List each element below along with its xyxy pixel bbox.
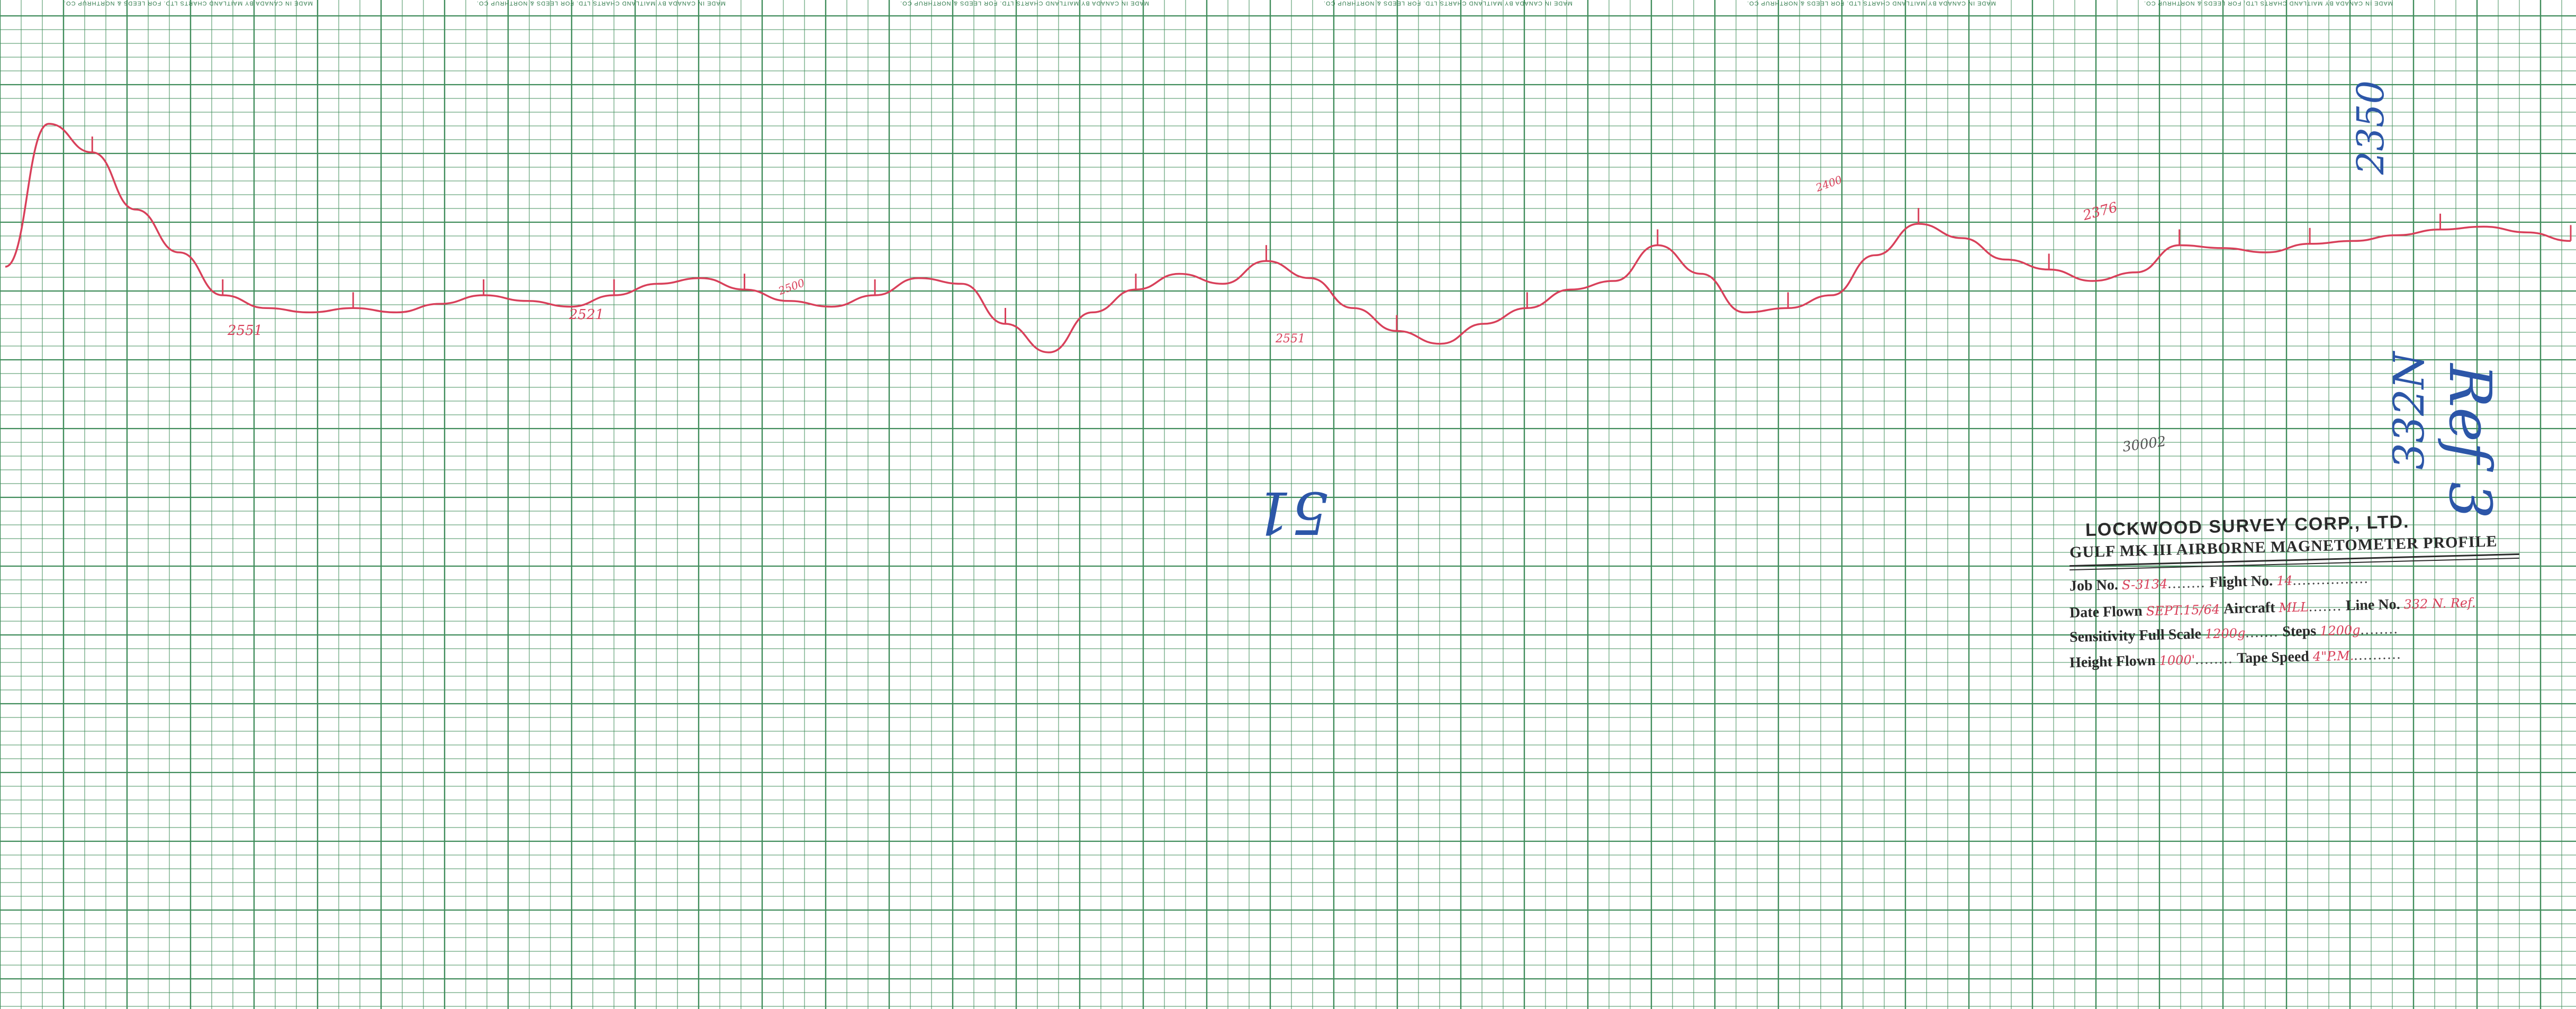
line-label: Line No. [2345, 596, 2400, 614]
height-label: Height Flown [2069, 652, 2156, 671]
line-value: 332 N. Ref. [2403, 595, 2476, 612]
handwritten-note: 2350 [2349, 80, 2393, 175]
title-row-job-flight: Job No. S-3134........ Flight No. 14....… [2069, 570, 2369, 595]
height-value: 1000' [2159, 652, 2195, 668]
magnetometer-trace [5, 123, 2571, 353]
handwritten-note: 51 [1254, 479, 1328, 547]
flight-label: Flight No. [2209, 572, 2273, 591]
header-imprint: MADE IN CANADA BY MAITLAND CHARTS LTD. F… [2144, 0, 2393, 6]
sensitivity-label: Sensitivity Full Scale [2069, 625, 2202, 646]
job-value: S-3134 [2121, 576, 2168, 593]
date-value: SEPT.15/64 [2146, 602, 2220, 619]
aircraft-value: MLL [2279, 599, 2309, 615]
header-imprint: MADE IN CANADA BY MAITLAND CHARTS LTD. F… [900, 0, 1149, 6]
header-imprint: MADE IN CANADA BY MAITLAND CHARTS LTD. F… [1747, 0, 1996, 6]
aircraft-label: Aircraft [2223, 599, 2275, 617]
header-imprint: MADE IN CANADA BY MAITLAND CHARTS LTD. F… [476, 0, 726, 6]
title-row-date-aircraft-line: Date Flown SEPT.15/64 Aircraft MLL......… [2069, 595, 2476, 622]
value-annotation: 2551 [228, 323, 263, 339]
trace-line [5, 123, 2571, 353]
value-annotation: 2551 [1276, 332, 1305, 346]
paper-header-strip: MADE IN CANADA BY MAITLAND CHARTS LTD. F… [0, 0, 2576, 7]
title-block: LOCKWOOD SURVEY CORP., LTD. GULF MK III … [2064, 512, 2530, 717]
fiducial-marks [91, 137, 2572, 331]
title-row-sensitivity: Sensitivity Full Scale 1200g....... Step… [2069, 620, 2399, 646]
date-label: Date Flown [2069, 603, 2143, 622]
header-imprint: MADE IN CANADA BY MAITLAND CHARTS LTD. F… [64, 0, 313, 6]
handwritten-note: 332N [2384, 352, 2434, 470]
job-label: Job No. [2069, 577, 2119, 595]
steps-value: 1200g [2319, 622, 2361, 639]
sensitivity-value: 1200g [2204, 625, 2246, 642]
tape-speed-value: 4"P.M. [2312, 648, 2354, 665]
tape-speed-label: Tape Speed [2236, 648, 2310, 667]
steps-label: Steps [2282, 622, 2317, 640]
flight-value: 14 [2276, 573, 2293, 589]
title-row-height-tape: Height Flown 1000'........ Tape Speed 4"… [2069, 646, 2402, 671]
header-imprint: MADE IN CANADA BY MAITLAND CHARTS LTD. F… [1323, 0, 1572, 6]
value-annotation: 2521 [569, 307, 604, 323]
handwritten-note: Ref 3 [2436, 363, 2504, 519]
